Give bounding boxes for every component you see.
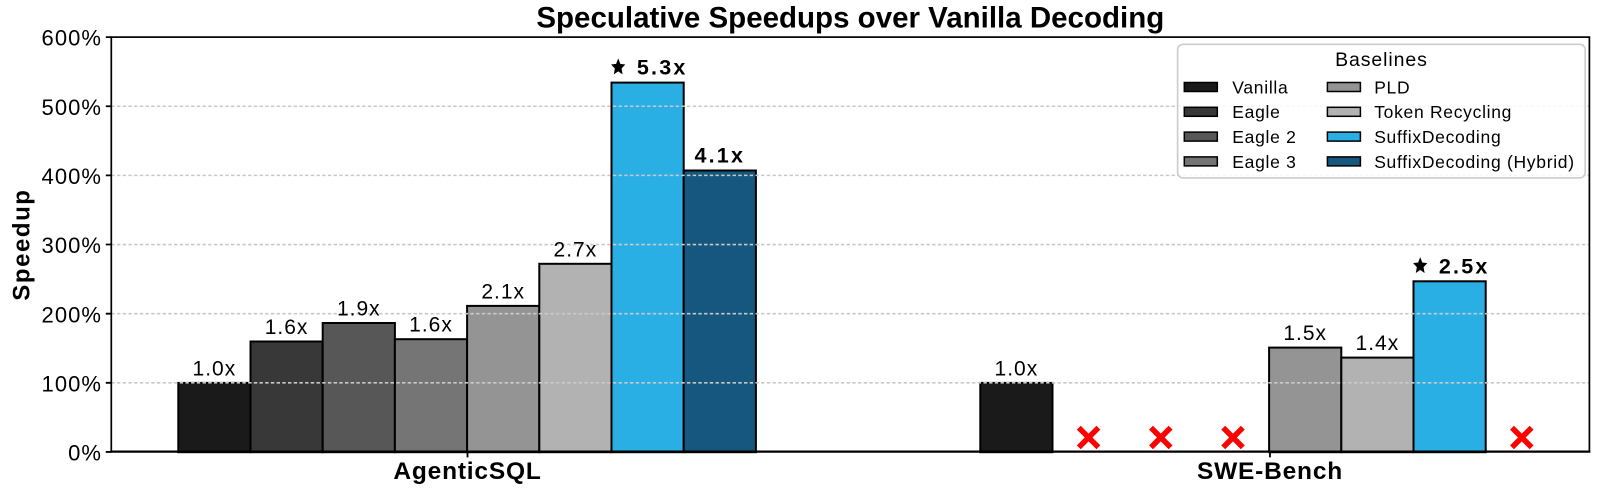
svg-text:5.3x: 5.3x xyxy=(637,56,688,80)
svg-text:1.4x: 1.4x xyxy=(1356,332,1400,355)
svg-text:600%: 600% xyxy=(42,26,102,51)
svg-text:1.9x: 1.9x xyxy=(337,298,381,321)
svg-text:Baselines: Baselines xyxy=(1335,49,1428,71)
svg-text:Speedup: Speedup xyxy=(9,188,36,300)
svg-text:1.0x: 1.0x xyxy=(995,357,1039,380)
svg-text:400%: 400% xyxy=(42,164,102,189)
svg-text:1.0x: 1.0x xyxy=(193,357,237,380)
svg-text:100%: 100% xyxy=(42,371,102,396)
svg-text:2.1x: 2.1x xyxy=(481,280,525,303)
svg-text:500%: 500% xyxy=(42,95,102,120)
svg-text:Eagle: Eagle xyxy=(1232,102,1280,122)
svg-text:Eagle 2: Eagle 2 xyxy=(1232,127,1296,147)
svg-text:Token Recycling: Token Recycling xyxy=(1374,102,1512,122)
svg-text:300%: 300% xyxy=(42,233,102,258)
svg-text:Vanilla: Vanilla xyxy=(1232,77,1288,97)
svg-text:1.6x: 1.6x xyxy=(409,314,453,337)
svg-text:SuffixDecoding (Hybrid): SuffixDecoding (Hybrid) xyxy=(1374,152,1575,172)
svg-text:2.7x: 2.7x xyxy=(554,238,598,261)
svg-text:AgenticSQL: AgenticSQL xyxy=(393,458,541,485)
svg-text:0%: 0% xyxy=(68,441,102,466)
svg-text:2.5x: 2.5x xyxy=(1439,254,1490,278)
svg-text:1.6x: 1.6x xyxy=(265,316,309,339)
svg-text:1.5x: 1.5x xyxy=(1283,322,1327,345)
svg-text:4.1x: 4.1x xyxy=(694,143,745,167)
svg-text:SWE-Bench: SWE-Bench xyxy=(1197,458,1343,485)
svg-text:Speculative Speedups over Vani: Speculative Speedups over Vanilla Decodi… xyxy=(536,1,1164,34)
svg-text:200%: 200% xyxy=(42,302,102,327)
svg-text:PLD: PLD xyxy=(1374,77,1410,97)
svg-text:Eagle 3: Eagle 3 xyxy=(1232,152,1296,172)
svg-text:SuffixDecoding: SuffixDecoding xyxy=(1374,127,1501,147)
